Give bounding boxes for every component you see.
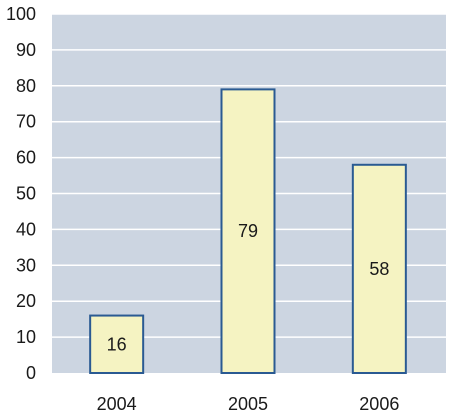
data-label-2006: 58 (369, 259, 389, 279)
y-tick-label-20: 20 (16, 291, 36, 311)
y-tick-label-90: 90 (16, 40, 36, 60)
y-tick-label-80: 80 (16, 76, 36, 96)
x-tick-label-2006: 2006 (359, 394, 399, 414)
y-tick-label-60: 60 (16, 148, 36, 168)
bars (89, 88, 407, 374)
y-tick-label-0: 0 (26, 363, 36, 383)
data-label-2005: 79 (238, 221, 258, 241)
y-tick-label-70: 70 (16, 112, 36, 132)
x-tick-label-2005: 2005 (228, 394, 268, 414)
data-label-2004: 16 (107, 334, 127, 354)
y-tick-label-10: 10 (16, 327, 36, 347)
bar-2005 (220, 88, 276, 374)
y-axis-tick-labels: 0 10 20 30 40 50 60 70 80 90 100 (6, 4, 36, 383)
y-tick-label-100: 100 (6, 4, 36, 24)
bar-2004 (89, 314, 145, 374)
x-axis-tick-labels: 2004 2005 2006 (97, 394, 400, 414)
bar-2006 (351, 163, 407, 374)
y-tick-label-30: 30 (16, 255, 36, 275)
y-tick-label-40: 40 (16, 219, 36, 239)
data-labels: 16 79 58 (107, 221, 390, 354)
y-tick-label-50: 50 (16, 184, 36, 204)
x-tick-label-2004: 2004 (97, 394, 137, 414)
